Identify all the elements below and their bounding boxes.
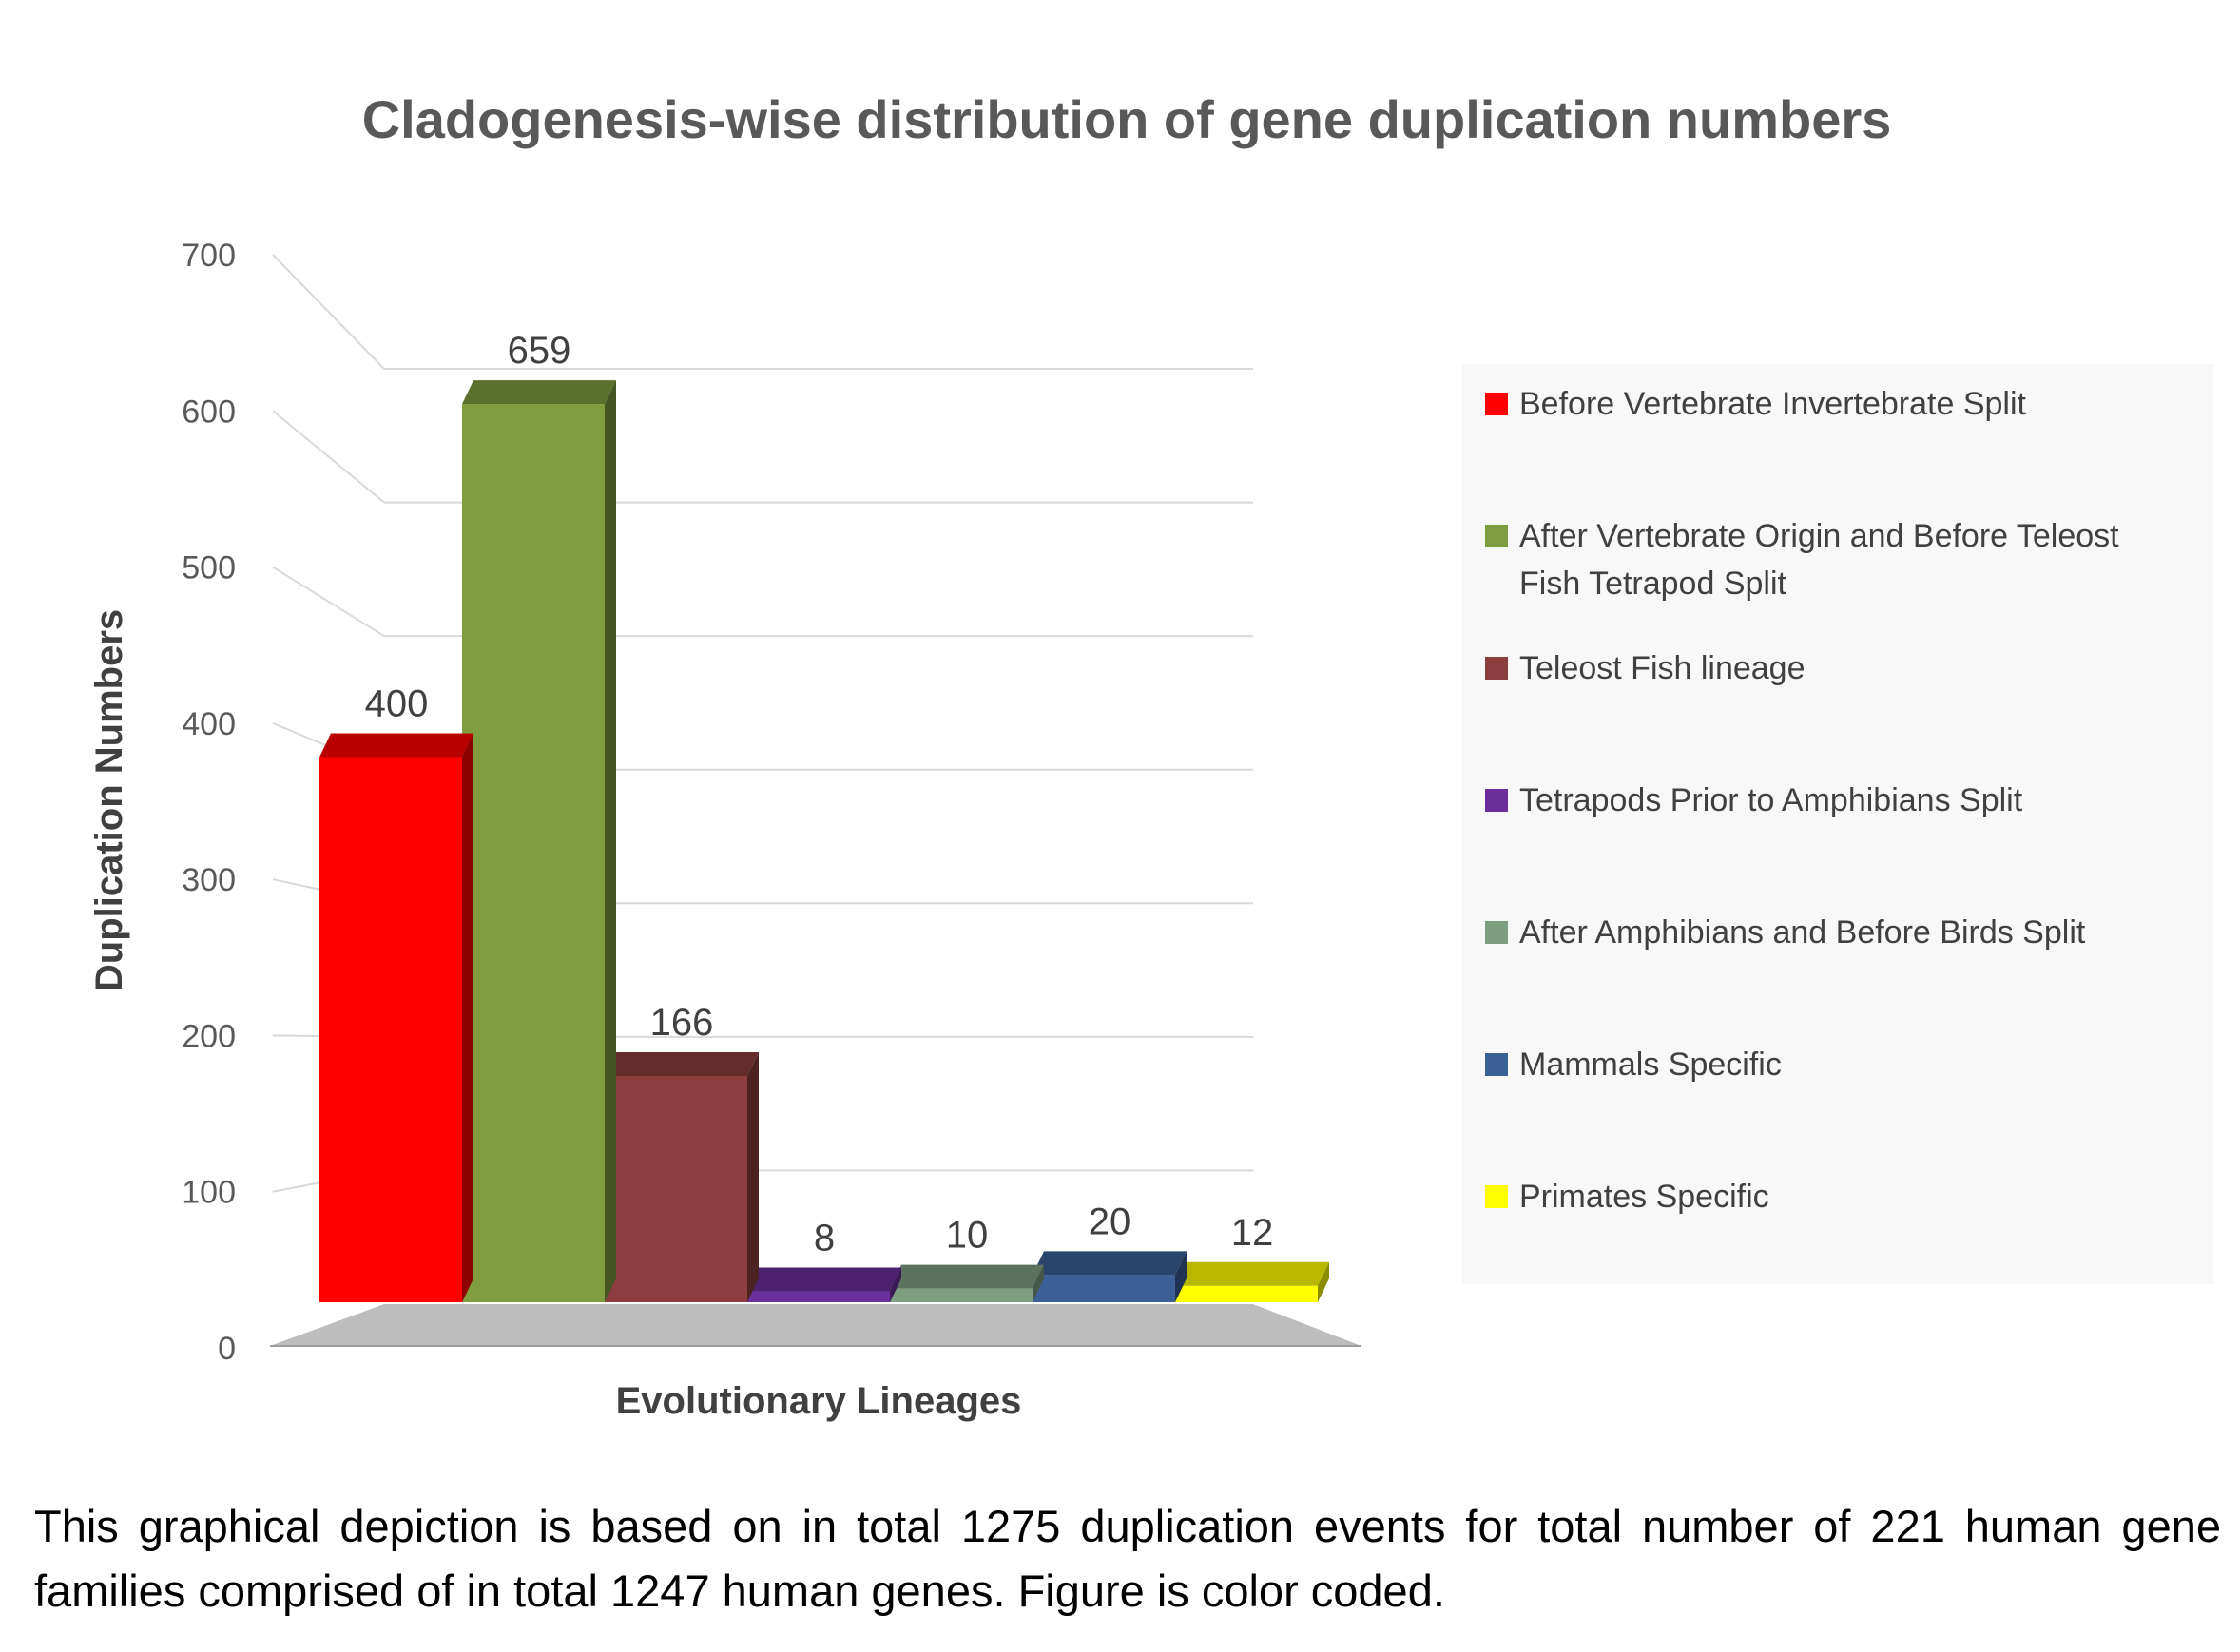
chart-floor bbox=[270, 1304, 1361, 1346]
bar-side-face bbox=[1318, 1261, 1329, 1302]
legend-label: After Vertebrate Origin and Before Teleo… bbox=[1519, 518, 2119, 554]
bar-front-face bbox=[1175, 1285, 1318, 1302]
gridline-side bbox=[272, 566, 385, 637]
data-label: 20 bbox=[1089, 1201, 1131, 1242]
bar-top-face bbox=[1033, 1251, 1187, 1276]
figure-caption: This graphical depiction is based on in … bbox=[34, 1501, 2221, 1616]
legend-label: Tetrapods Prior to Amphibians Split bbox=[1519, 782, 2023, 818]
y-tick-label: 200 bbox=[182, 1018, 236, 1054]
legend-box bbox=[1462, 364, 2213, 1284]
data-label: 10 bbox=[946, 1215, 989, 1257]
legend-label: Mammals Specific bbox=[1519, 1047, 1782, 1083]
data-label: 166 bbox=[650, 1002, 714, 1044]
bar-front-face bbox=[319, 757, 462, 1302]
bar-front-face bbox=[462, 404, 605, 1303]
legend-swatch bbox=[1485, 789, 1508, 812]
legend-label: After Amphibians and Before Birds Split bbox=[1519, 914, 2086, 951]
bar bbox=[605, 1051, 759, 1302]
bar-side-face bbox=[890, 1267, 901, 1302]
bars-group bbox=[319, 380, 1329, 1303]
legend-label-line2: Fish Tetrapod Split bbox=[1519, 566, 1787, 602]
bar-top-face bbox=[605, 1051, 759, 1076]
legend-label: Before Vertebrate Invertebrate Split bbox=[1519, 386, 2027, 422]
bar-front-face bbox=[605, 1075, 747, 1302]
data-label: 8 bbox=[814, 1218, 835, 1259]
x-axis-title: Evolutionary Lineages bbox=[616, 1380, 1022, 1422]
y-tick-label: 100 bbox=[182, 1175, 236, 1211]
bar-side-face bbox=[747, 1051, 759, 1302]
bar bbox=[1175, 1261, 1329, 1302]
y-tick-label: 300 bbox=[182, 862, 236, 898]
bar-top-face bbox=[319, 733, 473, 758]
bar-front-face bbox=[890, 1288, 1033, 1302]
bar-top-face bbox=[747, 1267, 901, 1292]
chart-title: Cladogenesis-wise distribution of gene d… bbox=[362, 89, 1892, 149]
legend-swatch bbox=[1485, 921, 1508, 944]
legend-label: Primates Specific bbox=[1519, 1179, 1769, 1215]
bar-side-face bbox=[605, 380, 616, 1303]
legend-swatch bbox=[1485, 1053, 1508, 1076]
data-label: 659 bbox=[508, 330, 571, 372]
gridline-side bbox=[272, 410, 385, 504]
legend-swatch bbox=[1485, 657, 1508, 680]
bar-top-face bbox=[890, 1264, 1044, 1289]
y-tick-label: 500 bbox=[182, 550, 236, 586]
y-axis-title: Duplication Numbers bbox=[88, 609, 130, 991]
bar bbox=[1033, 1251, 1187, 1302]
legend-swatch bbox=[1485, 393, 1508, 415]
bar-front-face bbox=[747, 1291, 890, 1302]
bar-side-face bbox=[462, 733, 473, 1302]
bar-side-face bbox=[1175, 1251, 1187, 1302]
gridline-side bbox=[272, 254, 385, 370]
data-label: 12 bbox=[1231, 1212, 1274, 1254]
y-tick-label: 700 bbox=[182, 238, 236, 274]
y-tick-label: 0 bbox=[218, 1331, 236, 1367]
legend-swatch bbox=[1485, 1185, 1508, 1208]
legend-label: Teleost Fish lineage bbox=[1519, 650, 1806, 686]
bar-top-face bbox=[462, 380, 616, 405]
legend-swatch bbox=[1485, 525, 1508, 547]
bar-side-face bbox=[1033, 1264, 1044, 1302]
bar bbox=[747, 1267, 901, 1302]
y-tick-label: 600 bbox=[182, 394, 236, 430]
data-label: 400 bbox=[365, 682, 429, 724]
legend: Before Vertebrate Invertebrate Split Afte… bbox=[1462, 364, 2213, 1284]
y-tick-label: 400 bbox=[182, 706, 236, 742]
data-labels-group: 400 659 166 8 10 20 12 bbox=[365, 330, 1274, 1258]
bar bbox=[319, 733, 473, 1302]
bar bbox=[462, 380, 616, 1303]
bar bbox=[890, 1264, 1044, 1302]
bar-front-face bbox=[1033, 1275, 1175, 1302]
bar-top-face bbox=[1175, 1261, 1329, 1286]
